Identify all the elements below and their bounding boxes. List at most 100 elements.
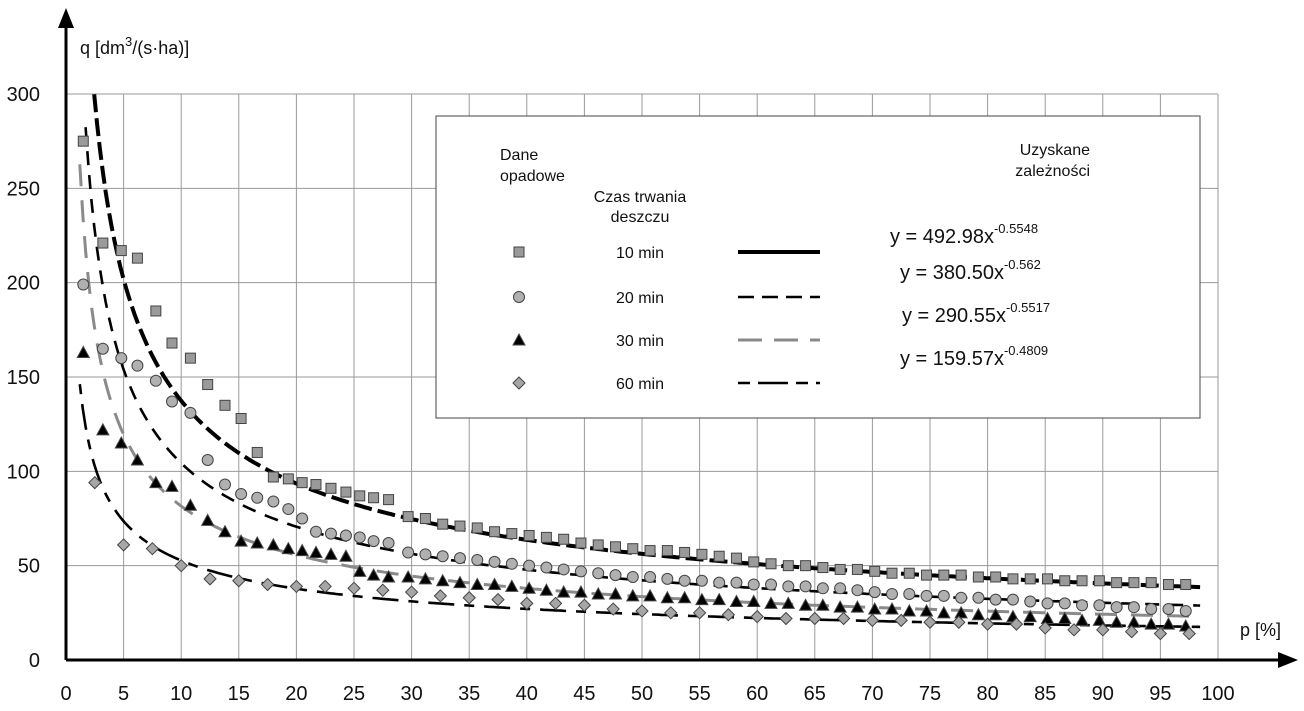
data-point-triangle <box>487 577 502 591</box>
data-point-square <box>1007 573 1019 585</box>
x-tick-label: 5 <box>118 683 129 705</box>
legend-equation: y = 380.50x-0.562 <box>900 257 1041 284</box>
data-point-circle <box>816 582 829 595</box>
data-point-square <box>340 486 352 498</box>
data-point-circle <box>1058 597 1071 610</box>
axes <box>58 8 1298 668</box>
data-point-circle <box>782 580 795 593</box>
data-point-square <box>296 477 308 489</box>
data-point-diamond <box>548 596 563 611</box>
data-point-triangle <box>643 588 657 602</box>
data-point-circle <box>235 487 248 500</box>
data-point-square <box>886 567 898 579</box>
data-point-square <box>402 511 414 523</box>
data-point-circle <box>96 342 109 355</box>
data-point-triangle <box>522 581 536 594</box>
data-point-square <box>921 569 933 581</box>
data-point-circle <box>282 503 295 516</box>
tick-labels: 0 5 10 15 20 25 30 35 40 45 50 55 60 65 70 75 80 85 90 95 10… <box>7 84 1235 705</box>
data-point-triangle <box>366 568 381 581</box>
fit-curve-diamond <box>78 384 1201 629</box>
data-point-square <box>558 533 570 545</box>
legend-header-duration-2: deszczu <box>611 209 670 226</box>
data-point-circle <box>851 584 864 597</box>
data-point-diamond <box>1009 617 1024 631</box>
data-point-square <box>325 482 337 494</box>
data-point-square <box>419 513 431 524</box>
data-point-circle <box>626 570 639 583</box>
data-point-circle <box>937 589 950 602</box>
x-axis-arrow <box>1278 652 1298 668</box>
y-tick-label: 300 <box>7 84 40 106</box>
data-point-diamond <box>808 611 822 626</box>
data-point-triangle <box>453 575 467 589</box>
data-point-square <box>1145 577 1157 589</box>
data-point-diamond <box>1153 626 1168 641</box>
data-point-triangle <box>936 605 951 619</box>
data-point-circle <box>540 561 553 574</box>
data-point-circle <box>471 554 484 567</box>
data-point-circle <box>488 555 501 568</box>
data-point-circle <box>149 374 162 387</box>
data-point-circle <box>885 587 898 600</box>
data-point-circle <box>1179 604 1192 617</box>
data-point-triangle <box>1057 611 1072 624</box>
legend-header-data-1: Dane <box>500 147 538 164</box>
legend-label: 30 min <box>616 333 664 350</box>
legend-header-duration-1: Czas trwania <box>594 189 687 206</box>
data-point-square <box>972 571 984 583</box>
data-point-triangle <box>988 607 1003 621</box>
data-points <box>76 135 1196 641</box>
data-point-square <box>610 541 622 553</box>
data-point-diamond <box>1096 623 1110 637</box>
legend-equation: y = 492.98x-0.5548 <box>890 221 1038 248</box>
data-point-square <box>782 560 794 572</box>
data-point-square <box>202 379 214 391</box>
data-point-circle <box>1145 603 1158 616</box>
data-point-diamond <box>520 596 534 611</box>
data-point-diamond <box>462 591 476 605</box>
data-point-diamond <box>318 579 332 594</box>
data-point-triangle <box>781 596 796 609</box>
y-tick-label: 50 <box>18 556 40 578</box>
data-point-square <box>869 565 881 577</box>
data-point-square <box>644 545 656 557</box>
data-point-square <box>834 563 846 575</box>
data-point-diamond <box>692 606 707 620</box>
data-point-circle <box>747 578 760 591</box>
data-point-triangle <box>971 607 986 621</box>
data-point-triangle <box>352 564 367 577</box>
data-point-square <box>97 237 109 249</box>
data-point-circle <box>131 359 144 372</box>
legend-header-fit-2: zależności <box>1015 163 1090 180</box>
data-point-triangle <box>165 479 179 492</box>
y-tick-label: 150 <box>7 367 40 389</box>
data-point-triangle <box>1075 613 1089 626</box>
data-point-triangle <box>1092 613 1107 626</box>
data-point-square <box>955 569 967 581</box>
data-point-triangle <box>695 592 709 606</box>
data-point-triangle <box>764 596 778 609</box>
data-point-square <box>131 252 143 264</box>
data-point-triangle <box>833 600 847 613</box>
y-tick-label: 100 <box>7 461 40 483</box>
data-point-triangle <box>746 594 761 608</box>
data-point-triangle <box>281 541 296 555</box>
data-point-circle <box>1162 603 1175 616</box>
data-point-circle <box>955 591 968 604</box>
fit-curve-triangle <box>78 164 1201 618</box>
x-tick-label: 20 <box>285 683 307 705</box>
data-point-diamond <box>1182 626 1196 641</box>
data-point-triangle <box>250 535 265 549</box>
data-point-triangle <box>1023 609 1038 623</box>
data-point-circle <box>972 591 985 604</box>
data-point-triangle <box>339 549 353 562</box>
data-point-diamond <box>664 606 678 620</box>
y-axis-arrow <box>58 8 74 28</box>
data-point-circle <box>165 395 178 408</box>
data-point-circle <box>574 565 587 578</box>
data-point-diamond <box>232 574 246 588</box>
data-point-triangle <box>1109 615 1124 628</box>
data-point-circle <box>868 586 881 599</box>
data-point-triangle <box>798 598 813 611</box>
